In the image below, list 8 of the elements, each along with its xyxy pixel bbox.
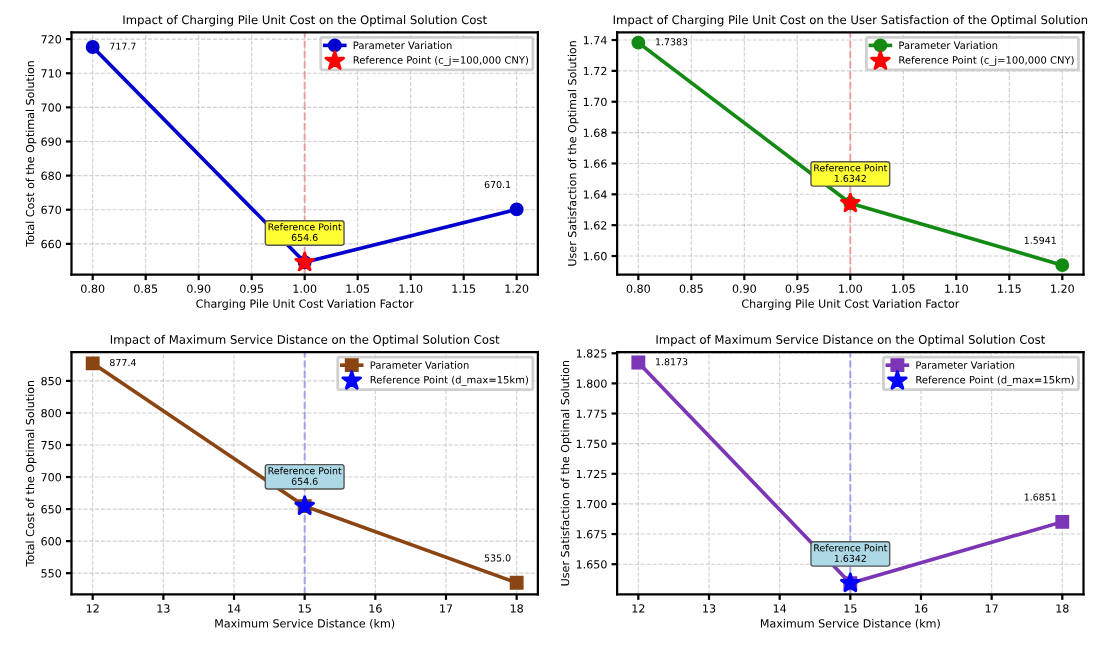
point	[631, 35, 646, 50]
point	[1055, 258, 1070, 273]
point	[85, 40, 100, 54]
point	[631, 355, 646, 370]
point	[509, 202, 524, 217]
point	[509, 575, 524, 590]
point	[85, 356, 100, 371]
point	[1055, 514, 1070, 529]
